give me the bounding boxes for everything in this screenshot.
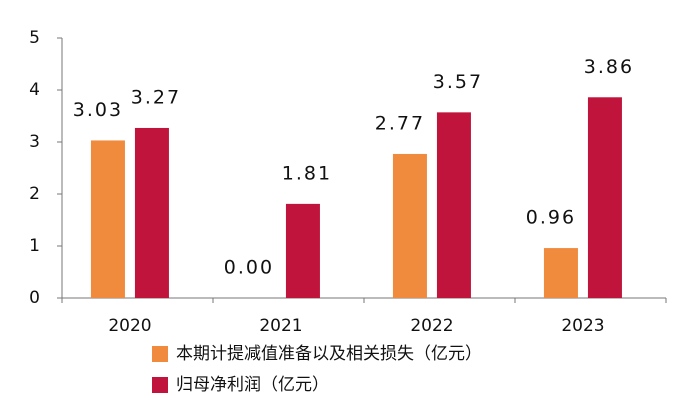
- value-label: 3.86: [584, 56, 634, 78]
- y-tick-label: 2: [29, 184, 40, 204]
- value-label: 3.27: [131, 86, 181, 108]
- x-tick-label: 2023: [561, 316, 604, 336]
- x-tick-label: 2020: [108, 316, 151, 336]
- x-tick-label: 2022: [410, 316, 453, 336]
- value-label: 3.57: [433, 71, 483, 93]
- y-tick-label: 1: [29, 236, 40, 256]
- legend-swatch: [152, 346, 168, 362]
- y-tick-label: 0: [29, 288, 40, 308]
- legend-swatch: [152, 377, 168, 393]
- bar: [90, 140, 125, 298]
- bar: [436, 112, 471, 298]
- x-tick-label: 2021: [259, 316, 302, 336]
- value-label: 2.77: [375, 112, 425, 134]
- legend-label: 本期计提减值准备以及相关损失（亿元）: [176, 344, 482, 364]
- value-label: 3.03: [73, 99, 123, 121]
- value-label: 1.81: [282, 162, 332, 184]
- y-tick-label: 3: [29, 132, 40, 152]
- y-tick-label: 5: [29, 28, 40, 48]
- bar: [392, 153, 427, 298]
- value-label: 0.96: [526, 207, 576, 229]
- y-tick-label: 4: [29, 80, 40, 100]
- bar: [134, 127, 169, 299]
- value-label: 0.00: [224, 257, 274, 279]
- legend-label: 归母净利润（亿元）: [176, 375, 329, 395]
- bar: [543, 248, 578, 298]
- bar: [587, 97, 622, 298]
- bar: [285, 203, 320, 298]
